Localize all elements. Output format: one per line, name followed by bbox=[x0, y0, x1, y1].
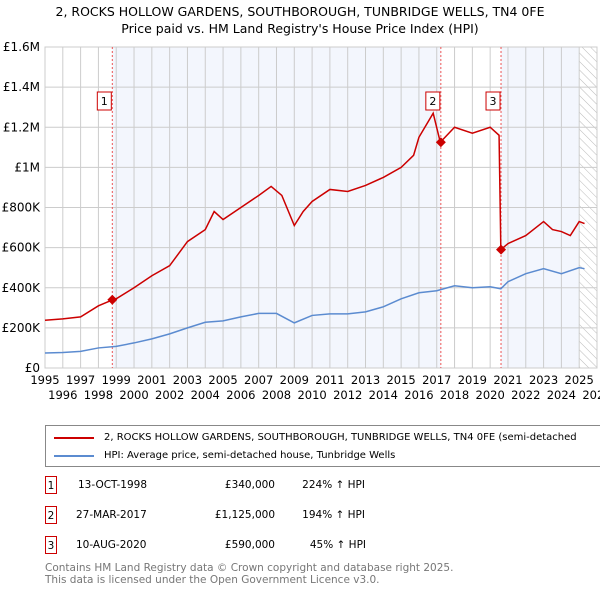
sale-badge: 1 bbox=[45, 476, 57, 494]
x-tick-label: 1995 bbox=[30, 373, 59, 387]
x-tick-label: 2012 bbox=[333, 388, 362, 402]
sale-label-box bbox=[96, 91, 112, 111]
price-chart: 1995199619971998199920002001200220032004… bbox=[2, 40, 600, 402]
y-tick-label: £200K bbox=[2, 321, 42, 335]
x-tick-label: 2019 bbox=[458, 373, 487, 387]
legend-hpi: HPI: Average price, semi-detached house,… bbox=[104, 450, 396, 461]
sale-price: £1,125,000 bbox=[214, 509, 275, 521]
series-line bbox=[44, 266, 585, 354]
sale-price: £340,000 bbox=[224, 479, 275, 491]
x-tick-label: 2026 bbox=[582, 388, 600, 402]
x-tick-label: 1999 bbox=[102, 373, 131, 387]
y-tick-label: £1.2M bbox=[3, 120, 40, 134]
x-tick-label: 2016 bbox=[404, 388, 433, 402]
red-line-swatch bbox=[54, 437, 94, 439]
y-tick-label: £400K bbox=[2, 281, 42, 295]
x-tick-label: 2018 bbox=[440, 388, 469, 402]
sale-hpi: 224% ↑ HPI bbox=[302, 479, 365, 491]
x-tick-label: 2025 bbox=[565, 373, 594, 387]
sale-point bbox=[107, 294, 118, 305]
x-tick-label: 2022 bbox=[511, 388, 540, 402]
x-tick-label: 2008 bbox=[262, 388, 291, 402]
chart-subtitle: Price paid vs. HM Land Registry's House … bbox=[121, 21, 479, 36]
sale-price: £590,000 bbox=[224, 539, 275, 551]
x-tick-label: 2013 bbox=[351, 373, 380, 387]
x-tick-label: 2010 bbox=[297, 388, 326, 402]
y-tick-label: £1.6M bbox=[3, 40, 40, 54]
sale-label: 3 bbox=[490, 95, 497, 108]
x-tick-label: 1996 bbox=[48, 388, 77, 402]
sale-badge: 3 bbox=[45, 536, 57, 554]
sale-date: 10-AUG-2020 bbox=[76, 539, 147, 551]
sale-date: 27-MAR-2017 bbox=[76, 509, 147, 521]
sale-badge: 2 bbox=[45, 506, 57, 524]
x-tick-label: 2005 bbox=[208, 373, 237, 387]
x-tick-label: 2007 bbox=[244, 373, 273, 387]
x-tick-label: 2004 bbox=[191, 388, 220, 402]
x-tick-label: 2014 bbox=[369, 388, 398, 402]
sale-label-box bbox=[485, 91, 501, 111]
legend: 2, ROCKS HOLLOW GARDENS, SOUTHBOROUGH, T… bbox=[45, 425, 600, 467]
x-tick-label: 2017 bbox=[422, 373, 451, 387]
sale-point bbox=[496, 244, 507, 255]
x-tick-label: 2009 bbox=[280, 373, 309, 387]
x-tick-label: 2020 bbox=[476, 388, 505, 402]
x-tick-label: 2003 bbox=[173, 373, 202, 387]
sale-point bbox=[435, 137, 446, 148]
x-tick-label: 2011 bbox=[315, 373, 344, 387]
y-tick-label: £800K bbox=[2, 201, 42, 215]
sale-label: 1 bbox=[101, 95, 108, 108]
sale-label: 2 bbox=[429, 95, 436, 108]
footer-copyright: Contains HM Land Registry data © Crown c… bbox=[45, 562, 454, 574]
x-tick-label: 2024 bbox=[547, 388, 576, 402]
x-tick-label: 1998 bbox=[84, 388, 113, 402]
x-tick-label: 2021 bbox=[493, 373, 522, 387]
chart-title: 2, ROCKS HOLLOW GARDENS, SOUTHBOROUGH, T… bbox=[55, 4, 545, 19]
x-tick-label: 2006 bbox=[226, 388, 255, 402]
x-tick-label: 2001 bbox=[137, 373, 166, 387]
sale-label-box bbox=[425, 91, 441, 111]
footer: Contains HM Land Registry data © Crown c… bbox=[45, 562, 453, 586]
sale-hpi: 194% ↑ HPI bbox=[302, 509, 365, 521]
y-tick-label: £600K bbox=[2, 241, 42, 255]
x-tick-label: 1997 bbox=[66, 373, 95, 387]
x-tick-label: 2015 bbox=[386, 373, 415, 387]
footer-licence: This data is licensed under the Open Gov… bbox=[45, 574, 380, 586]
sale-hpi: 45% ↑ HPI bbox=[309, 539, 366, 551]
legend-property: 2, ROCKS HOLLOW GARDENS, SOUTHBOROUGH, T… bbox=[104, 432, 577, 443]
x-tick-label: 2000 bbox=[119, 388, 148, 402]
y-tick-label: £1M bbox=[14, 160, 40, 174]
x-tick-label: 2023 bbox=[529, 373, 558, 387]
y-tick-label: £0 bbox=[25, 361, 40, 375]
x-tick-label: 2002 bbox=[155, 388, 184, 402]
sale-date: 13-OCT-1998 bbox=[78, 479, 147, 491]
series-line bbox=[44, 111, 585, 321]
blue-line-swatch bbox=[54, 455, 94, 457]
y-tick-label: £1.4M bbox=[3, 80, 40, 94]
